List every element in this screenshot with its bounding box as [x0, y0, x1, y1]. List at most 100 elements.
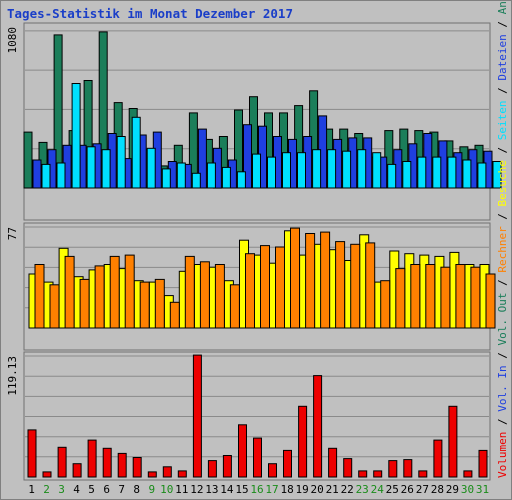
bar-dateien-day-1 [32, 159, 42, 189]
chart-panel-2: 77 [6, 222, 496, 351]
x-tick-label-20: 20 [310, 483, 323, 496]
bar-seiten-day-17 [282, 152, 291, 189]
bar-rechner-day-2 [49, 284, 60, 329]
bar-volumen-day-1 [27, 429, 37, 478]
bar-volumen-day-10 [162, 466, 172, 478]
bar-seiten-day-18 [297, 152, 306, 189]
bar-volumen-day-25 [388, 460, 398, 478]
bar-volumen-day-31 [478, 449, 488, 478]
legend-item-volout: Vol. Out [496, 293, 509, 346]
x-tick-label-6: 6 [103, 483, 110, 496]
legend-separator: / [496, 140, 509, 160]
bar-rechner-day-5 [94, 265, 105, 329]
x-tick-label-15: 15 [235, 483, 248, 496]
bar-rechner-day-18 [290, 227, 300, 329]
bar-rechner-day-16 [260, 245, 270, 329]
bar-seiten-day-8 [146, 147, 156, 189]
bar-rechner-day-3 [64, 255, 75, 329]
legend-item-besuche: Besuche [496, 160, 509, 206]
bar-seiten-day-30 [477, 162, 487, 189]
bar-volumen-day-8 [132, 457, 142, 478]
bar-rechner-day-6 [109, 255, 120, 329]
x-tick-label-14: 14 [220, 483, 234, 496]
bar-volumen-day-21 [328, 447, 338, 478]
x-tick-label-11: 11 [175, 483, 188, 496]
x-tick-label-12: 12 [190, 483, 203, 496]
bar-rechner-day-20 [320, 231, 331, 329]
bar-volumen-day-11 [177, 470, 187, 478]
x-tick-label-2: 2 [43, 483, 50, 496]
x-tick-label-1: 1 [28, 483, 35, 496]
bar-volumen-day-16 [253, 437, 262, 478]
x-tick-label-13: 13 [205, 483, 218, 496]
chart-title: Tages-Statistik im Monat Dezember 2017 [7, 6, 293, 21]
bar-rechner-day-14 [229, 284, 240, 329]
legend-separator: / [496, 346, 509, 366]
bar-rechner-day-7 [124, 254, 135, 329]
x-tick-label-8: 8 [133, 483, 140, 496]
bar-rechner-day-15 [245, 253, 255, 329]
bar-seiten-day-19 [312, 149, 322, 189]
bar-rechner-day-11 [184, 255, 195, 329]
bar-seiten-day-6 [116, 136, 126, 189]
legend-separator: / [496, 14, 509, 34]
bar-dateien-day-12 [197, 128, 207, 189]
x-tick-label-28: 28 [431, 483, 444, 496]
x-tick-label-21: 21 [326, 483, 339, 496]
bar-rechner-day-1 [34, 264, 45, 329]
legend-item-dateien: Dateien [496, 34, 509, 80]
bar-seiten-day-2 [56, 162, 66, 189]
x-tick-label-10: 10 [160, 483, 173, 496]
bar-volumen-day-30 [463, 470, 473, 478]
bar-volumen-day-7 [117, 452, 127, 478]
legend-item-volin: Vol. In [496, 365, 509, 411]
bar-rechner-day-28 [440, 266, 451, 329]
x-tick-label-22: 22 [341, 483, 354, 496]
x-tick-label-26: 26 [401, 483, 414, 496]
bar-rechner-day-9 [154, 278, 165, 329]
bar-volumen-day-24 [373, 470, 383, 478]
bar-rechner-day-17 [275, 246, 285, 329]
x-tick-label-30: 30 [461, 483, 474, 496]
x-tick-label-24: 24 [371, 483, 385, 496]
x-tick-label-27: 27 [416, 483, 429, 496]
x-tick-label-17: 17 [265, 483, 278, 496]
bar-seiten-day-29 [462, 159, 472, 189]
bar-volumen-day-28 [433, 439, 443, 478]
bar-volumen-day-4 [72, 463, 82, 478]
chart-panel-3: 119.13 [6, 351, 491, 481]
bar-volumen-day-27 [418, 470, 428, 478]
x-tick-label-3: 3 [58, 483, 65, 496]
bar-seiten-day-26 [417, 156, 427, 189]
bar-seiten-day-14 [236, 171, 246, 189]
bar-rechner-day-21 [335, 241, 346, 329]
bar-seiten-day-25 [402, 161, 412, 189]
legend-item-seiten: Seiten [496, 100, 509, 140]
bar-rechner-day-31 [485, 273, 496, 329]
bar-volumen-day-29 [448, 405, 458, 478]
bar-rechner-day-30 [470, 266, 481, 329]
bar-volumen-day-3 [57, 446, 67, 478]
legend: Volumen / Vol. In / Vol. Out / Rechner /… [496, 0, 509, 478]
bar-volumen-day-6 [102, 447, 112, 478]
bar-rechner-day-25 [395, 268, 406, 329]
bar-seiten-day-11 [191, 172, 201, 189]
bar-volumen-day-2 [42, 471, 52, 478]
legend-separator: / [496, 412, 509, 432]
bar-rechner-day-29 [455, 264, 466, 329]
bar-volumen-day-19 [298, 405, 308, 478]
bar-rechner-day-19 [305, 233, 316, 329]
x-tick-label-23: 23 [356, 483, 369, 496]
bar-volumen-day-5 [87, 439, 97, 478]
x-tick-label-16: 16 [250, 483, 263, 496]
bar-seiten-day-4 [86, 146, 96, 189]
bar-seiten-day-20 [327, 149, 337, 189]
bar-seiten-day-23 [372, 152, 382, 189]
y-max-label: 1080 [6, 27, 19, 54]
bar-seiten-day-7 [131, 116, 141, 189]
x-tick-label-25: 25 [386, 483, 399, 496]
bar-seiten-day-15 [252, 153, 261, 189]
bar-volumen-day-26 [403, 459, 413, 478]
legend-separator: / [496, 273, 509, 293]
legend-item-volumen: Volumen [496, 432, 509, 478]
